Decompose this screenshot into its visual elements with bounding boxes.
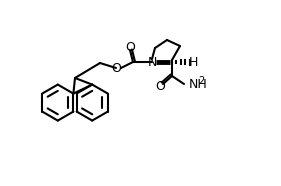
Text: O: O bbox=[125, 41, 135, 54]
Text: O: O bbox=[155, 79, 165, 92]
Text: H: H bbox=[188, 55, 198, 68]
Text: N: N bbox=[147, 55, 157, 68]
Text: 2: 2 bbox=[198, 76, 204, 86]
Text: NH: NH bbox=[189, 78, 208, 91]
Text: O: O bbox=[111, 62, 121, 75]
